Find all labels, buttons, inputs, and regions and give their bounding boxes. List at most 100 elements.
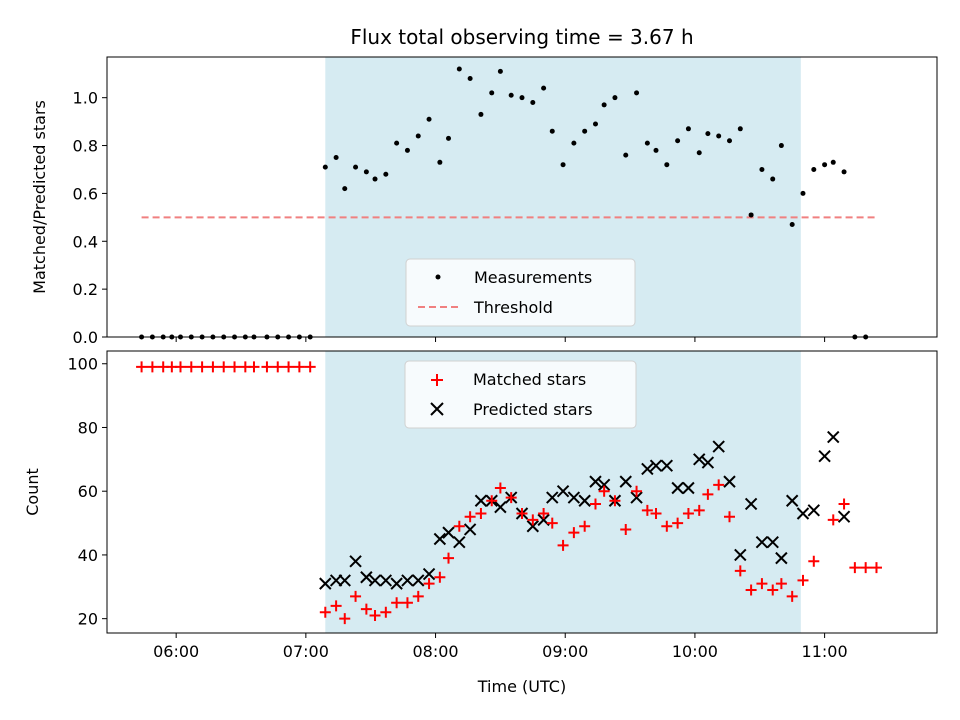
predicted-star-marker <box>319 577 332 590</box>
measurement-point <box>446 135 452 141</box>
matched-star-marker <box>261 361 273 373</box>
predicted-star-marker <box>338 574 351 587</box>
measurement-point <box>582 128 588 134</box>
predicted-star-marker <box>422 567 436 581</box>
matched-star-marker <box>756 578 768 590</box>
matched-star-markers <box>136 361 882 625</box>
matched-star-marker <box>650 508 662 520</box>
legend-plus-marker <box>431 374 443 386</box>
matched-star-marker <box>838 498 850 510</box>
matched-star-marker <box>369 609 381 621</box>
matched-star-marker <box>870 562 882 574</box>
predicted-star-marker <box>775 551 788 565</box>
top-y-tick-label: 0.8 <box>73 137 98 156</box>
predicted-star-marker <box>368 574 382 587</box>
predicted-star-marker <box>712 440 725 453</box>
measurement-point <box>800 190 806 196</box>
measurement-point <box>426 116 432 122</box>
predicted-star-marker <box>807 504 821 517</box>
predicted-star-marker <box>619 475 632 488</box>
measurement-point <box>519 95 525 101</box>
predicted-star-marker <box>597 478 611 492</box>
matched-star-marker <box>453 520 465 532</box>
measurement-point <box>778 143 784 149</box>
measurement-point <box>541 85 547 91</box>
bottom-legend-box <box>404 360 637 429</box>
bottom-y-axis-label: Count <box>23 468 42 516</box>
matched-star-marker <box>546 517 558 529</box>
top-y-tick-label: 1.0 <box>73 89 98 108</box>
measurement-point <box>394 140 400 146</box>
matched-star-marker <box>464 511 476 523</box>
matched-star-marker <box>443 552 455 564</box>
matched-star-marker <box>360 603 372 615</box>
legend-label-predicted: Predicted stars <box>473 400 593 419</box>
matched-star-marker <box>196 361 208 373</box>
matched-star-marker <box>702 488 714 500</box>
x-tick-label: 09:00 <box>542 642 588 661</box>
bottom-y-tick-label: 20 <box>78 610 98 629</box>
measurement-point <box>737 126 743 132</box>
matched-star-marker <box>672 517 684 529</box>
matched-star-marker <box>412 590 424 602</box>
top-axes-frame <box>106 56 938 338</box>
predicted-star-marker <box>723 475 736 488</box>
measurement-point <box>508 92 514 98</box>
measurement-point <box>456 66 462 72</box>
x-tick-label: 08:00 <box>412 642 458 661</box>
legend-dot-marker <box>435 274 441 280</box>
matched-star-marker <box>207 361 219 373</box>
legend-label-matched: Matched stars <box>473 370 586 389</box>
matched-star-marker <box>146 361 158 373</box>
matched-star-marker <box>734 565 746 577</box>
predicted-star-marker <box>693 453 706 466</box>
predicted-star-marker <box>682 481 695 495</box>
predicted-star-marker <box>433 532 447 546</box>
predicted-star-marker <box>671 481 684 495</box>
predicted-star-marker <box>474 494 488 507</box>
predicted-star-marker <box>827 430 840 444</box>
measurement-point <box>353 164 359 170</box>
matched-star-marker <box>538 508 550 520</box>
matched-star-marker <box>185 361 197 373</box>
matched-star-marker <box>486 495 498 507</box>
top-panel: 0.0 0.2 0.4 0.6 0.8 1.0 Flux total observing … <box>30 25 938 347</box>
predicted-star-marker <box>360 571 373 584</box>
predicted-star-marker <box>494 500 507 514</box>
measurement-point <box>478 111 484 117</box>
measurement-point <box>727 138 732 144</box>
matched-star-marker <box>319 606 331 618</box>
bottom-y-tick-label: 40 <box>78 546 98 565</box>
matched-star-marker <box>272 361 284 373</box>
predicted-star-marker <box>734 548 747 562</box>
matched-star-marker <box>557 539 569 551</box>
measurement-point <box>601 102 607 108</box>
predicted-star-marker <box>701 456 715 469</box>
measurement-point <box>623 152 629 158</box>
measurement-point <box>571 140 577 146</box>
measurement-point <box>770 176 776 182</box>
x-tick-label: 11:00 <box>802 642 848 661</box>
matched-star-marker <box>589 498 601 510</box>
matched-star-marker <box>423 578 435 590</box>
predicted-star-marker <box>463 523 477 536</box>
predicted-star-marker <box>401 574 414 587</box>
bottom-x-axis: 06:00 07:00 08:00 09:00 10:00 11:00 <box>153 633 848 661</box>
matched-star-marker <box>620 523 632 535</box>
matched-star-marker <box>401 597 413 609</box>
predicted-star-marker <box>556 484 570 498</box>
measurement-points <box>139 66 869 340</box>
matched-star-marker <box>283 361 295 373</box>
matched-star-marker <box>579 520 591 532</box>
measurement-point <box>748 212 754 218</box>
measurement-point <box>811 166 817 172</box>
matched-star-marker <box>339 613 351 625</box>
bottom-legend: Matched stars Predicted stars <box>404 360 637 429</box>
matched-star-marker <box>494 482 506 494</box>
predicted-star-marker <box>837 510 851 523</box>
predicted-star-marker <box>442 526 455 539</box>
bottom-y-tick-label: 80 <box>78 418 98 437</box>
matched-star-marker <box>568 527 580 539</box>
top-y-axis: 0.0 0.2 0.4 0.6 0.8 1.0 <box>73 89 107 347</box>
top-y-axis-label: Matched/Predicted stars <box>30 100 49 294</box>
